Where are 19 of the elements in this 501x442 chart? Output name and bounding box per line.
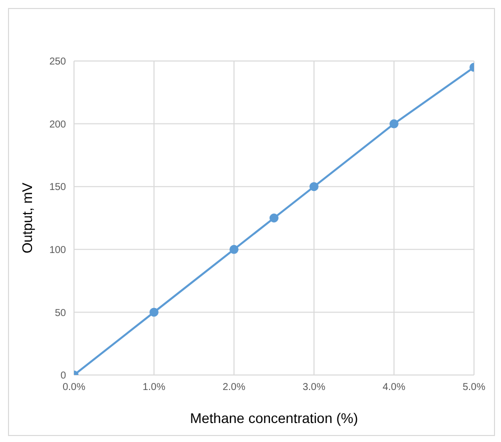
y-tick-label: 50 (54, 308, 66, 319)
point (230, 244, 238, 254)
y-tick-label: 0 (60, 370, 66, 382)
y-tick-label: 250 (49, 56, 66, 68)
x-axis-title: Methane concentration (%) (190, 410, 358, 426)
x-tick-label: 1.0% (142, 382, 166, 394)
y-tick-label: 150 (49, 182, 66, 194)
point (310, 182, 318, 192)
y-tick-label: 100 (49, 244, 66, 256)
x-tick-label: 2.0% (222, 382, 246, 394)
point (150, 308, 158, 317)
x-tick-label: 0.0% (62, 382, 86, 394)
x-tick-label: 3.0% (302, 382, 326, 394)
x-tick-label: 5.0% (462, 382, 486, 394)
y-tick-label: 200 (49, 119, 66, 130)
point (390, 119, 398, 128)
x-tick-label: 4.0% (382, 382, 406, 394)
y-axis-title: Output, mV (18, 182, 35, 254)
point (270, 214, 278, 222)
